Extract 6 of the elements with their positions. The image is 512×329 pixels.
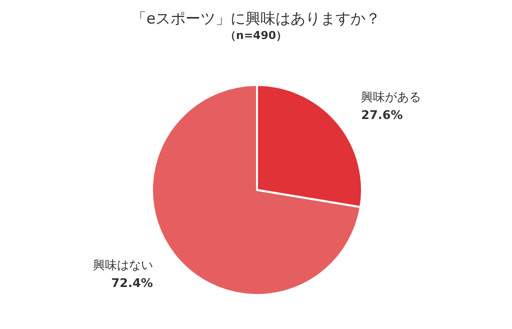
chart-title: 「eスポーツ」に興味はありますか？ — [131, 10, 381, 28]
data-label: 72.4% — [111, 276, 153, 290]
slice-label: 興味はない — [92, 258, 153, 272]
slice-label: 興味がある — [361, 90, 422, 104]
chart-subtitle: （n=490） — [224, 29, 288, 42]
data-label: 27.6% — [361, 108, 403, 122]
